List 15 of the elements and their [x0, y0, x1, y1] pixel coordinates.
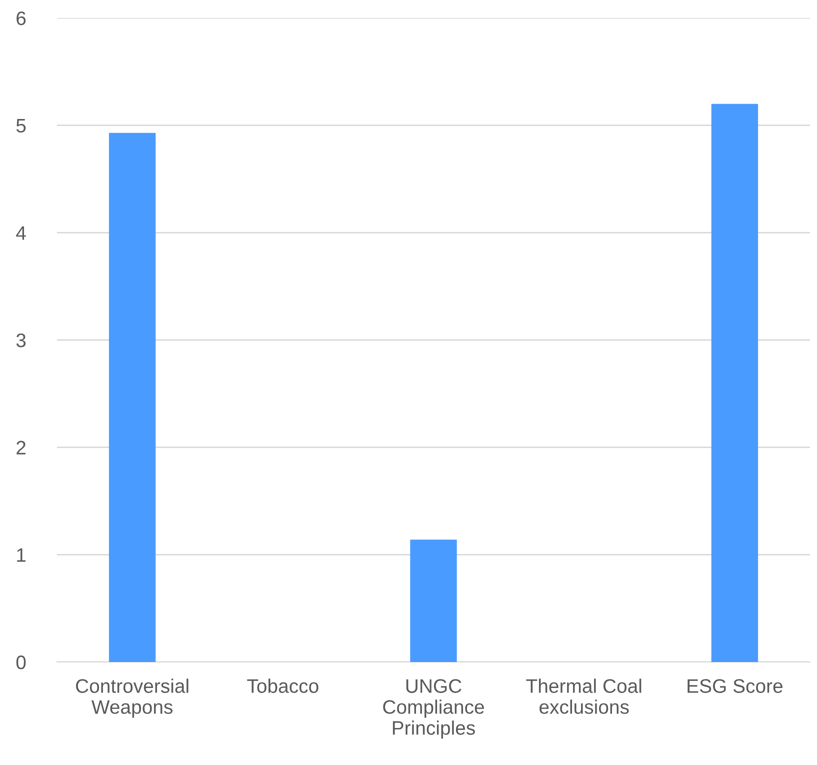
x-tick-label: Thermal Coal exclusions [526, 678, 642, 714]
y-tick-label: 5 [16, 119, 26, 133]
bar [711, 104, 758, 662]
bar [410, 540, 457, 662]
x-tick-label: Controversial Weapons [76, 678, 188, 718]
y-tick-label: 1 [17, 548, 26, 562]
bar [108, 132, 156, 662]
y-tick-label: 4 [16, 226, 26, 240]
x-tick-label: ESG Score [688, 679, 782, 693]
y-tick-label: 0 [16, 655, 26, 670]
x-tick-label: Tobacco [247, 678, 318, 693]
y-tick-label: 6 [16, 11, 26, 26]
y-tick-label: 3 [16, 333, 26, 348]
x-tick-label: UNGC Compliance Principles [383, 679, 484, 739]
y-tick-label: 2 [16, 440, 26, 454]
